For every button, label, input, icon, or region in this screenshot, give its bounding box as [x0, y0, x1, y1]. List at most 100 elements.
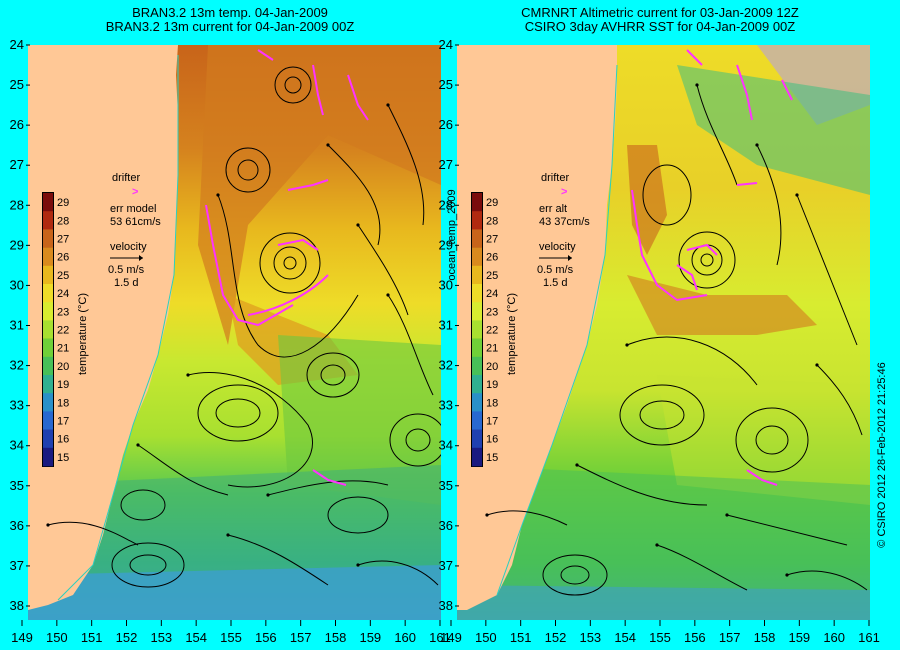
longitude-label: 152 [545, 630, 567, 645]
latitude-label: 33 [439, 398, 453, 413]
right-latitude-labels: 24 25 26 27 28 29 30 31 32 33 34 35 36 37 38 [439, 37, 459, 613]
latitude-label: 28 [10, 197, 24, 212]
latitude-label: 32 [10, 358, 24, 373]
colorbar-tick-label: 21 [486, 343, 498, 355]
right-colorbar-swatches [472, 193, 482, 467]
left-legend: drifter > err model 53 61cm/s velocity 0… [108, 172, 161, 289]
latitude-label: 30 [10, 277, 24, 292]
colorbar-swatch [472, 411, 482, 430]
latitude-label: 32 [439, 358, 453, 373]
legend-duration: 1.5 d [114, 277, 138, 289]
longitude-label: 157 [290, 630, 312, 645]
latitude-label: 24 [439, 37, 453, 52]
right-longitude-labels: 149 150 151 152 153 154 155 156 157 158 159 160 161 [440, 620, 880, 645]
colorbar-tick-label: 16 [57, 434, 69, 446]
longitude-label: 158 [325, 630, 347, 645]
colorbar-tick-label: 17 [486, 416, 498, 428]
colorbar-tick-label: 20 [57, 361, 69, 373]
right-title: CMRNRT Altimetric current for 03-Jan-200… [445, 6, 875, 34]
latitude-label: 27 [10, 157, 24, 172]
longitude-label: 156 [255, 630, 277, 645]
colorbar-swatch [43, 447, 53, 467]
colorbar-tick-label: 15 [57, 452, 69, 464]
colorbar-swatch [43, 265, 53, 285]
latitude-label: 35 [439, 478, 453, 493]
longitude-label: 151 [81, 630, 103, 645]
colorbar-swatch [472, 284, 482, 303]
latitude-label: 36 [10, 518, 24, 533]
longitude-label: 153 [150, 630, 172, 645]
colorbar-tick-label: 25 [57, 270, 69, 282]
colorbar-swatch [43, 356, 53, 376]
colorbar-swatch [43, 211, 53, 230]
left-title-line2: BRAN3.2 13m current for 04-Jan-2009 00Z [105, 19, 355, 34]
longitude-label: 161 [429, 630, 451, 645]
right-map[interactable]: 29 28 27 26 25 24 23 22 21 20 19 18 17 16 15 temperatu… [457, 45, 870, 620]
colorbar-tick-label: 18 [57, 397, 69, 409]
left-colorbar-ticks: 29 28 27 26 25 24 23 22 21 20 19 18 17 16 15 [57, 197, 69, 464]
longitude-label: 158 [754, 630, 776, 645]
latitude-label: 35 [10, 478, 24, 493]
longitude-label: 160 [823, 630, 845, 645]
left-title-line1: BRAN3.2 13m temp. 04-Jan-2009 [132, 5, 328, 20]
longitude-label: 149 [11, 630, 33, 645]
longitude-label: 150 [475, 630, 497, 645]
left-colorbar-swatches [43, 193, 53, 467]
copyright-label: © CSIRO 2012 28-Feb-2012 21:25:46 [876, 362, 888, 547]
left-colorbar-label: temperature (°C) [77, 293, 89, 375]
colorbar-swatch [472, 338, 482, 358]
colorbar-swatch [472, 211, 482, 230]
right-land [457, 45, 617, 610]
longitude-label: 156 [684, 630, 706, 645]
side-label: ocean_temp_2009 [446, 189, 458, 280]
colorbar-swatch [43, 284, 53, 303]
latitude-label: 37 [10, 558, 24, 573]
colorbar-tick-label: 27 [486, 234, 498, 246]
latitude-label: 26 [439, 117, 453, 132]
left-title: BRAN3.2 13m temp. 04-Jan-2009 BRAN3.2 13… [20, 6, 440, 34]
right-current-streamlines [485, 83, 868, 596]
legend-drifter-marker: > [561, 186, 567, 198]
right-colorbar-ticks: 29 28 27 26 25 24 23 22 21 20 19 18 17 16 15 [486, 197, 498, 464]
colorbar-swatch [472, 193, 482, 212]
latitude-label: 25 [10, 77, 24, 92]
colorbar-tick-label: 26 [486, 252, 498, 264]
latitude-label: 38 [10, 598, 24, 613]
right-title-line1: CMRNRT Altimetric current for 03-Jan-200… [521, 5, 799, 20]
colorbar-tick-label: 20 [486, 361, 498, 373]
colorbar-swatch [472, 429, 482, 449]
colorbar-swatch [43, 302, 53, 321]
colorbar-swatch [43, 429, 53, 449]
colorbar-tick-label: 24 [57, 288, 69, 300]
colorbar-tick-label: 18 [486, 397, 498, 409]
colorbar-swatch [43, 375, 53, 394]
colorbar-swatch [472, 447, 482, 467]
colorbar-tick-label: 29 [57, 197, 69, 209]
latitude-label: 34 [10, 438, 24, 453]
colorbar-swatch [43, 411, 53, 430]
colorbar-swatch [472, 247, 482, 267]
colorbar-tick-label: 15 [486, 452, 498, 464]
colorbar-swatch [43, 193, 53, 212]
latitude-label: 38 [439, 598, 453, 613]
left-longitude-labels: 149 150 151 152 153 154 155 156 157 158 159 160 161 [11, 620, 451, 645]
right-title-line2: CSIRO 3day AVHRR SST for 04-Jan-2009 00Z [524, 19, 796, 34]
colorbar-swatch [43, 338, 53, 358]
longitude-label: 159 [788, 630, 810, 645]
colorbar-swatch [43, 247, 53, 267]
colorbar-swatch [472, 393, 482, 412]
latitude-label: 37 [439, 558, 453, 573]
latitude-label: 26 [10, 117, 24, 132]
longitude-label: 161 [858, 630, 880, 645]
longitude-label: 155 [649, 630, 671, 645]
colorbar-tick-label: 25 [486, 270, 498, 282]
latitude-label: 25 [439, 77, 453, 92]
colorbar-swatch [472, 320, 482, 339]
colorbar-swatch [43, 393, 53, 412]
left-map[interactable]: 29 28 27 26 25 24 23 22 21 20 19 18 17 16 15 temperatu… [28, 45, 441, 620]
colorbar-tick-label: 23 [486, 306, 498, 318]
colorbar-swatch [472, 375, 482, 394]
right-legend: drifter > err alt 43 37cm/s velocity 0.5… [537, 172, 590, 289]
longitude-label: 160 [394, 630, 416, 645]
left-current-streamlines [46, 66, 441, 588]
